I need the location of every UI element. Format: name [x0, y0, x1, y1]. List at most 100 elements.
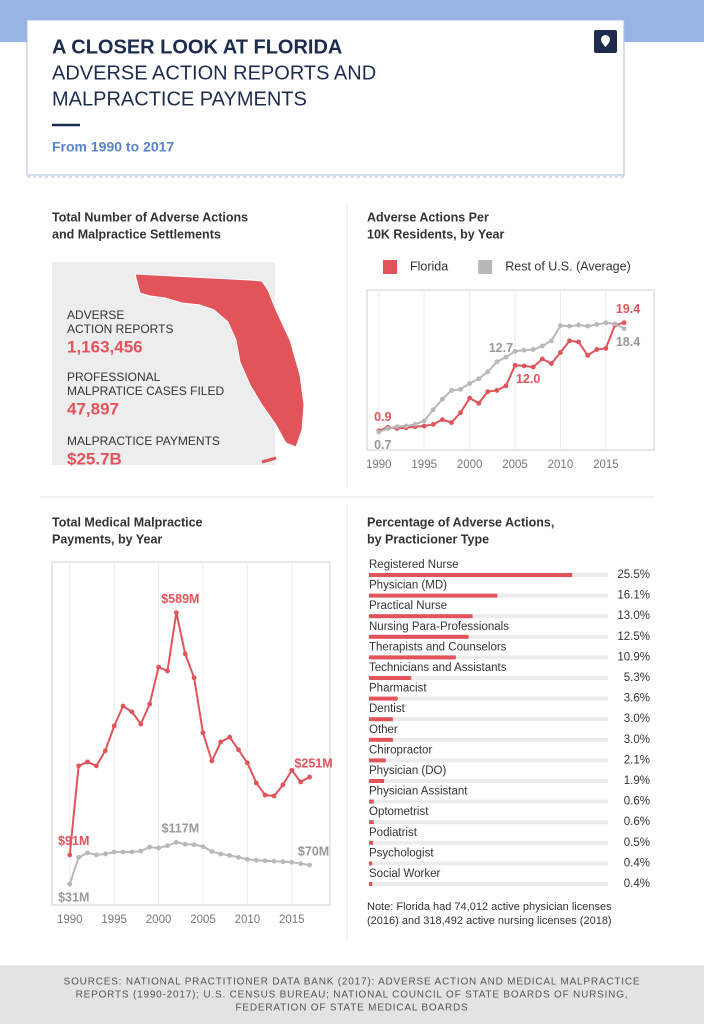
value-label: 3.0% [624, 734, 650, 746]
data-point [298, 861, 304, 867]
data-point [530, 347, 536, 352]
category-label: Registered Nurse [369, 559, 458, 571]
data-point [102, 748, 108, 754]
data-label: $117M [162, 822, 200, 836]
value-label: 1.9% [624, 775, 650, 787]
category-label: Dentist [369, 703, 406, 715]
panel-title: Total Number of Adverse Actions [52, 210, 248, 224]
data-point [558, 350, 563, 355]
data-point [594, 347, 600, 352]
stat-value: 47,897 [67, 399, 119, 418]
data-point [271, 858, 277, 864]
value-label: 5.3% [624, 672, 650, 684]
stat-label: ACTION REPORTS [67, 322, 173, 336]
data-point [147, 701, 153, 707]
data-point [476, 400, 482, 406]
data-label: $70M [298, 844, 329, 858]
bar-track [369, 655, 608, 660]
header-title: A CLOSER LOOK AT FLORIDA [52, 36, 342, 58]
data-point [476, 376, 482, 382]
x-tick-label: 2005 [190, 914, 216, 926]
data-point [567, 323, 572, 329]
data-label: 12.7 [489, 341, 513, 355]
series-line [378, 321, 625, 433]
data-point [439, 417, 445, 423]
data-point [253, 780, 259, 786]
data-point [85, 759, 90, 765]
legend-swatch [478, 260, 493, 274]
data-point [603, 345, 609, 351]
data-point [530, 364, 536, 370]
header-card [26, 19, 625, 176]
stat-value: $25.7B [67, 449, 122, 468]
value-label: 25.5% [617, 569, 650, 581]
data-point [67, 881, 73, 887]
data-point [227, 734, 233, 740]
note: Note: Florida had 74,012 active physicia… [367, 901, 612, 913]
data-point [576, 339, 582, 345]
data-label: 0.7 [374, 438, 391, 452]
data-point [376, 429, 382, 435]
data-point [94, 852, 99, 858]
pin-shape [601, 35, 610, 47]
data-label: 12.0 [516, 372, 540, 386]
florida-map [134, 273, 305, 448]
florida-keys [261, 456, 277, 464]
data-point [236, 747, 241, 753]
data-point [120, 849, 126, 855]
bar-track [369, 737, 608, 742]
data-point [200, 844, 206, 850]
bar-track [369, 840, 608, 845]
x-tick-label: 2000 [146, 914, 172, 926]
data-point [548, 338, 554, 344]
data-label: 19.4 [616, 302, 640, 316]
data-point [289, 767, 295, 773]
bar-track [369, 882, 608, 886]
bar [369, 717, 393, 722]
category-label: Therapists and Counselors [369, 641, 507, 653]
value-label: 0.4% [624, 857, 650, 869]
category-label: Chiropractor [369, 744, 432, 756]
data-point [467, 395, 473, 401]
data-label: $251M [294, 756, 332, 770]
data-point [129, 709, 135, 715]
data-point [209, 758, 215, 764]
chart-title: 10K Residents, by Year [367, 227, 504, 241]
data-point [156, 845, 161, 851]
data-point [280, 859, 286, 865]
data-point [576, 322, 582, 328]
data-point [394, 424, 400, 430]
bar [369, 840, 373, 845]
plot-frame [366, 289, 655, 451]
category-label: Physician (DO) [369, 765, 446, 777]
data-point [262, 792, 268, 798]
data-point [182, 841, 188, 847]
data-point [449, 388, 454, 393]
data-point [558, 323, 563, 329]
data-point [467, 381, 473, 386]
bar [369, 820, 374, 825]
category-label: Podiatrist [369, 827, 418, 839]
series-line [378, 321, 625, 432]
stat-value: 1,163,456 [67, 337, 143, 356]
bar [369, 779, 385, 783]
data-point [236, 854, 241, 860]
stat-label: PROFESSIONAL [67, 370, 161, 384]
x-tick-label: 2015 [279, 914, 305, 926]
data-point [76, 763, 82, 769]
x-tick-label: 2005 [502, 459, 528, 471]
x-tick-label: 1990 [366, 459, 392, 471]
value-label: 12.5% [617, 631, 650, 643]
data-point [421, 423, 427, 429]
data-point [421, 418, 427, 424]
data-point [621, 326, 627, 331]
data-point [439, 396, 445, 402]
bar-track [369, 758, 608, 763]
value-label: 16.1% [617, 590, 650, 602]
data-point [129, 849, 135, 855]
data-point [594, 322, 600, 327]
data-point [412, 421, 418, 427]
data-point [289, 859, 295, 865]
data-point [548, 361, 554, 366]
